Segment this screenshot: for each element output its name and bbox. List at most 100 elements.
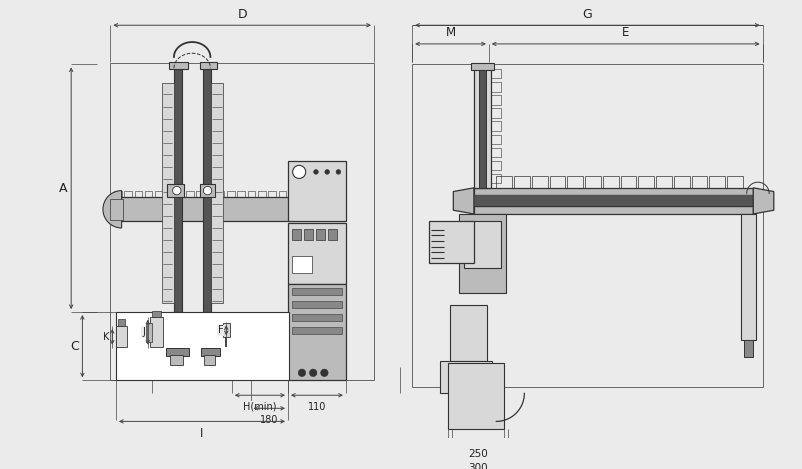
Bar [111,62,374,380]
Bar [741,214,756,340]
Text: E: E [622,26,630,39]
Bar [237,190,245,197]
Bar [603,176,618,188]
Bar [111,199,124,219]
Bar [203,312,213,349]
Bar [330,190,338,197]
Bar [491,95,501,105]
Text: C: C [70,340,79,353]
Text: 250: 250 [468,449,488,460]
Bar [200,61,217,69]
Bar [170,355,184,365]
Bar [709,176,725,188]
Bar [292,256,312,273]
Bar [674,176,690,188]
Bar [491,121,501,131]
Bar [304,229,313,240]
Bar [621,176,637,188]
Bar [474,195,753,206]
Text: G: G [582,8,593,21]
Bar [145,190,152,197]
Bar [491,82,501,91]
Bar [638,176,654,188]
Bar [207,190,214,197]
Bar [118,318,125,326]
Bar [316,229,326,240]
Circle shape [298,369,306,377]
Bar [320,190,327,197]
Bar [491,148,501,157]
Bar [116,326,128,347]
Bar [203,64,212,312]
Bar [440,361,492,393]
Circle shape [314,170,318,174]
Bar [471,62,493,70]
Bar [459,214,505,294]
Polygon shape [753,188,774,214]
Bar [299,190,306,197]
Bar [248,190,255,197]
Bar [186,190,193,197]
Bar [412,64,763,387]
Bar [656,176,672,188]
Bar [200,184,215,197]
Bar [292,314,342,321]
Circle shape [204,186,212,195]
Bar [292,288,342,295]
Bar [567,176,583,188]
Bar [222,323,230,337]
Wedge shape [103,190,122,228]
Circle shape [293,166,306,179]
Bar [114,190,122,197]
Bar [585,176,601,188]
Bar [162,83,174,303]
Text: D: D [237,8,247,21]
Bar [217,190,225,197]
Bar [448,363,504,429]
Bar [288,284,346,380]
Bar [165,348,189,356]
Text: F: F [218,325,224,335]
Bar [532,176,548,188]
Bar [474,64,491,188]
Bar [165,190,173,197]
Bar [258,190,265,197]
Bar [479,64,486,188]
Bar [204,355,215,365]
Bar [292,327,342,334]
Text: A: A [59,182,67,195]
Text: 110: 110 [308,402,326,412]
Text: I: I [200,427,204,440]
Bar [491,69,501,78]
Bar [196,190,204,197]
Text: 300: 300 [468,463,488,469]
Text: M: M [445,26,456,39]
Bar [328,229,338,240]
Bar [491,135,501,144]
Circle shape [336,170,341,174]
Text: K: K [103,332,110,342]
Bar [212,83,224,303]
Bar [168,184,184,197]
Bar [496,176,512,188]
Bar [116,312,289,380]
Circle shape [310,369,317,377]
Bar [152,311,161,317]
Bar [124,190,132,197]
Bar [111,197,344,221]
Bar [135,190,142,197]
Bar [691,176,707,188]
Bar [146,323,152,342]
Bar [491,174,501,183]
Bar [474,195,753,206]
Bar [289,190,297,197]
Bar [491,161,501,170]
Bar [227,190,235,197]
Bar [464,221,501,268]
Bar [278,190,286,197]
Circle shape [321,369,328,377]
Bar [156,190,163,197]
Bar [201,348,220,356]
Bar [491,108,501,118]
Bar [429,220,474,263]
